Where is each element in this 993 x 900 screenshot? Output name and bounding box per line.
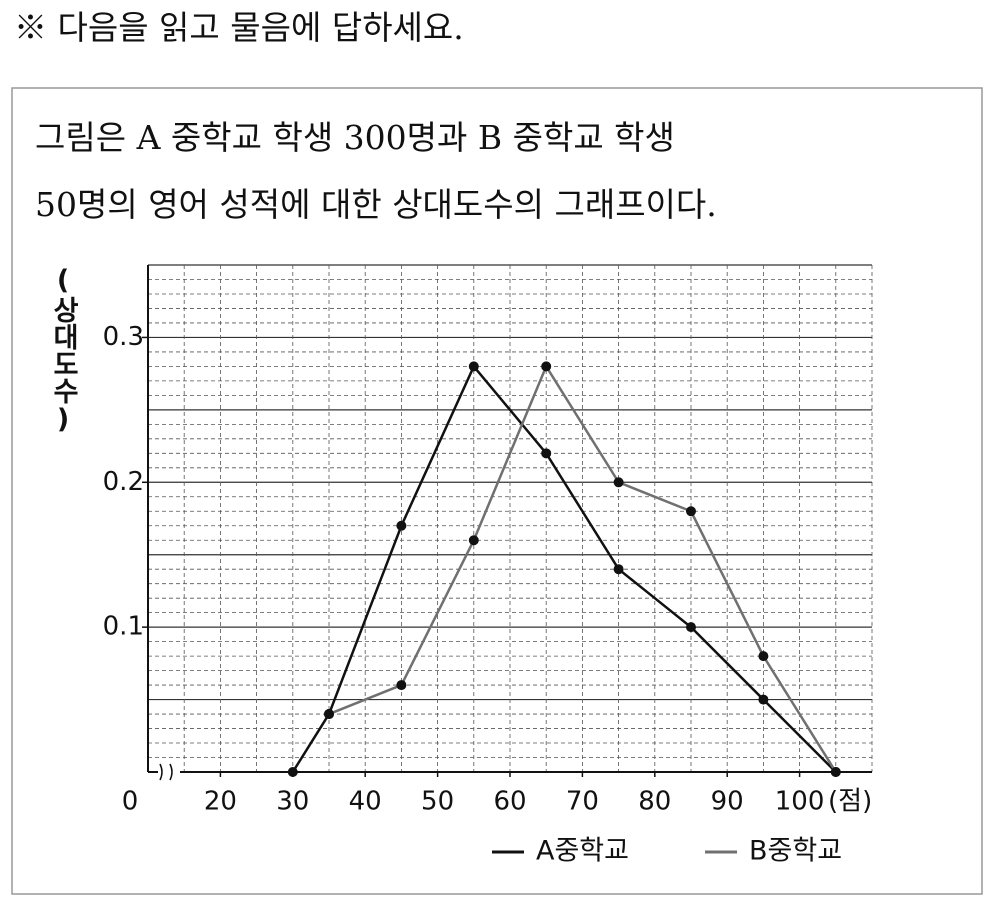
data-point [396, 680, 407, 691]
data-point [324, 709, 334, 720]
data-point [468, 361, 479, 372]
data-point [287, 767, 298, 777]
origin-label: 0 [122, 787, 139, 817]
x-tick-label: 40 [349, 787, 382, 817]
data-point [758, 694, 769, 705]
x-tick-label: 70 [566, 787, 599, 817]
data-point [541, 361, 552, 372]
data-point [686, 622, 696, 633]
x-tick-label: 90 [711, 787, 744, 817]
y-axis-label: (상대도수) [48, 265, 79, 435]
y-tick-label: 0.1 [103, 612, 144, 642]
chart: 0.1 0.2 0.3 20 30 40 50 60 70 80 90 100 0 (점) (상대도수) A중… [48, 264, 873, 867]
data-point [830, 767, 841, 777]
x-tick-label: 20 [204, 787, 237, 817]
passage-line: 그림은 A 중학교 학생 300명과 B 중학교 학생 [35, 118, 675, 157]
data-point [541, 448, 552, 459]
x-tick-label: 60 [493, 787, 526, 817]
x-tick-label: 80 [638, 787, 671, 817]
y-tick-label: 0.3 [103, 322, 144, 352]
data-point [758, 651, 769, 662]
y-tick-label: 0.2 [103, 467, 144, 497]
data-point [468, 535, 479, 546]
legend-label: A중학교 [536, 836, 629, 867]
data-point [613, 564, 624, 575]
data-point [396, 520, 407, 531]
data-point [686, 506, 696, 517]
instruction: ※ 다음을 읽고 물음에 답하세요. [14, 8, 464, 47]
x-tick-label: 50 [421, 787, 454, 817]
legend-label: B중학교 [749, 836, 842, 867]
x-tick-label: 100 [775, 787, 825, 817]
x-tick-label: 30 [276, 787, 309, 817]
passage-line: 50명의 영어 성적에 대한 상대도수의 그래프이다. [35, 185, 717, 224]
x-unit: (점) [828, 787, 872, 817]
data-point [613, 477, 624, 488]
passage-box [11, 87, 983, 895]
axis-break-gap [158, 764, 180, 780]
series-line [328, 363, 837, 773]
axis-break [159, 763, 173, 781]
